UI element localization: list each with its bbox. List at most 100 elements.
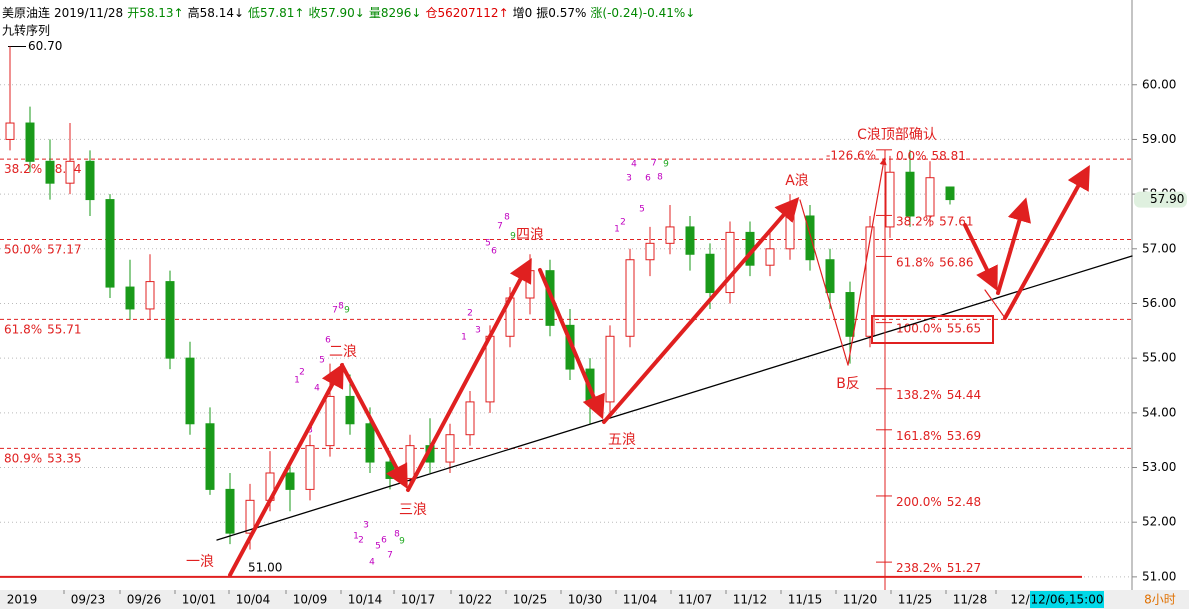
candle-body [245,499,255,534]
fib-label: 138.2% 54.44 [896,387,981,401]
candle-body [185,357,195,425]
cursor-label-box [1030,591,1104,608]
wave-label: 二浪 [329,344,357,360]
header-item: 涨(-0.24)-0.41%↓ [590,5,695,20]
td-count: 4 [631,160,637,170]
td-count: 5 [319,356,325,366]
x-tick-label: 10/17 [401,593,436,607]
header-item: 开58.13↑ [127,6,183,20]
candle-body [645,242,655,261]
candle-body [445,434,455,463]
candle-body [785,215,795,250]
fib-ratio: 138.2% [896,387,942,401]
td-count: 6 [325,336,331,346]
fib-label: 80.9% 53.35 [4,451,81,465]
candle-body [525,270,535,299]
candle-body [285,472,295,490]
low-label: 51.00 [248,560,282,574]
fib-value: 52.48 [947,494,981,508]
x-tick-label: 11/25 [898,593,933,607]
fib-ratio: 38.2% [896,214,934,228]
candle-body [865,226,875,337]
td-count: 2 [358,536,364,546]
wave-label: 五浪 [608,432,636,448]
td-count: 8 [394,530,400,540]
cursor-label: 12/06,15:00 [1031,593,1104,607]
td-count: 8 [504,213,510,223]
fib-top: -126.6% [826,148,876,162]
trend-line [216,255,1133,541]
y-tick-label: 52.00 [1142,515,1176,529]
arrow [799,199,849,366]
fib-label: 61.8% 56.86 [896,255,973,269]
td-count: 3 [363,521,369,531]
fib-ratio: 61.8% [4,322,42,336]
candle-body [925,177,935,217]
fib-value: 55.65 [947,321,981,335]
candle-body [405,445,415,479]
header-item: 低57.81↑ [248,6,304,20]
candle-body [165,281,175,359]
header-item: 增0 [513,6,533,20]
fib-value: 53.69 [947,428,981,442]
fib-label: 61.8% 55.71 [4,322,81,336]
arrow [984,289,1006,319]
candle-body [145,281,155,310]
candle-body [625,259,635,337]
candle-body [845,292,855,337]
wave-label: 一浪 [186,554,214,570]
last-price-label: 57.90 [1150,192,1184,206]
arrow [602,196,800,424]
y-tick-label: 54.00 [1142,405,1176,419]
wave-label: A浪 [785,173,809,189]
candle-body [665,226,675,244]
td-count: 7 [387,551,393,561]
header-item: 美原油连 [2,5,50,20]
arrow [963,223,998,292]
y-tick-label: 56.00 [1142,296,1176,310]
td-count: 1 [614,225,620,235]
y-tick-label: 57.00 [1142,241,1176,255]
arrows [216,157,1133,577]
td-count: 1 [353,532,359,542]
candle-body [325,395,335,447]
x-tick-label: 10/09 [293,593,328,607]
candle-body [765,248,775,266]
indicator-name: 九转序列 [2,23,50,38]
fib-value: 54.44 [947,387,981,401]
x-tick-label: 11/07 [678,593,713,607]
y-tick-label: 60.00 [1142,77,1176,91]
x-tick-label: 11/04 [623,593,658,607]
candle-body [45,160,55,184]
fib-ratio: 238.2% [896,561,942,575]
fib-value: 58.81 [932,148,966,162]
td-count: 8 [657,173,663,183]
candle-body [225,488,235,534]
candle-body [5,122,15,140]
fib-label: 238.2% 51.27 [896,561,981,575]
arrow [228,362,344,577]
fib-value: 57.17 [47,242,81,256]
wave-label: C浪顶部确认 [857,127,937,143]
y-tick-label: 53.00 [1142,460,1176,474]
arrow [996,197,1031,295]
td-count: 9 [399,537,405,547]
fib-value: 55.71 [47,322,81,336]
x-tick-label: 10/22 [458,593,493,607]
td-count: 3 [626,174,632,184]
y-tick-label: 59.00 [1142,132,1176,146]
td-count: 8 [338,302,344,312]
x-tick-label: 11/20 [843,593,878,607]
candle-body [705,253,715,294]
fib-label: 200.0% 52.48 [896,494,981,508]
fib-label: 50.0% 57.17 [4,242,81,256]
td-count: 2 [467,309,473,319]
candle-body [125,286,135,310]
x-tick-label: 09/26 [127,593,162,607]
td-count: 5 [485,239,491,249]
candle-body [805,215,815,261]
x-tick-label: 11/28 [953,593,988,607]
candle-body [85,160,95,201]
fib-ratio: 80.9% [4,451,42,465]
